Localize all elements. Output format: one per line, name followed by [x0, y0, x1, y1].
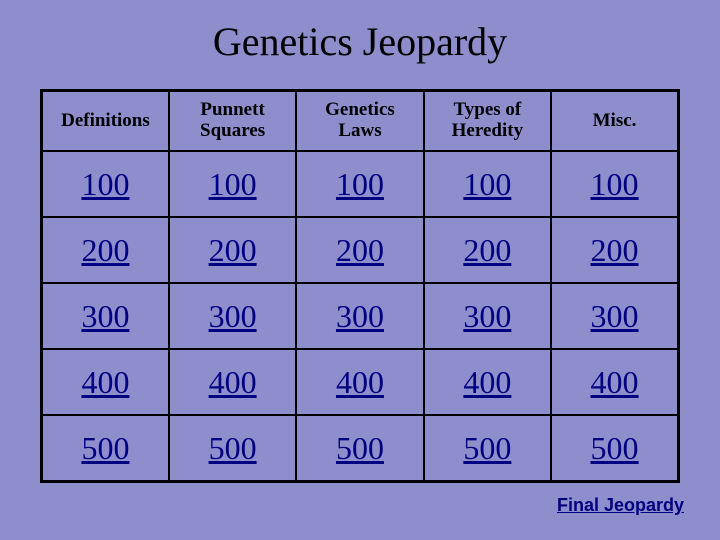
board-cell[interactable]: 300: [424, 283, 551, 349]
cell-value: 200: [81, 232, 129, 268]
category-row: Definitions Punnett Squares Genetics Law…: [42, 91, 679, 152]
cell-value: 100: [336, 166, 384, 202]
cell-value: 200: [463, 232, 511, 268]
board-cell[interactable]: 500: [551, 415, 678, 482]
cell-value: 200: [209, 232, 257, 268]
board-cell[interactable]: 200: [424, 217, 551, 283]
category-header: Definitions: [42, 91, 169, 152]
board-cell[interactable]: 100: [296, 151, 423, 217]
board-cell[interactable]: 100: [424, 151, 551, 217]
slide-container: Genetics Jeopardy Definitions Punnett Sq…: [0, 0, 720, 540]
category-header: Misc.: [551, 91, 678, 152]
board-cell[interactable]: 300: [551, 283, 678, 349]
category-header: Punnett Squares: [169, 91, 296, 152]
board-cell[interactable]: 200: [42, 217, 169, 283]
board-cell[interactable]: 200: [296, 217, 423, 283]
cell-value: 100: [463, 166, 511, 202]
value-row: 200 200 200 200 200: [42, 217, 679, 283]
cell-value: 300: [336, 298, 384, 334]
cell-value: 400: [209, 364, 257, 400]
board-cell[interactable]: 100: [169, 151, 296, 217]
value-row: 100 100 100 100 100: [42, 151, 679, 217]
board-cell[interactable]: 300: [42, 283, 169, 349]
cell-value: 100: [81, 166, 129, 202]
board-cell[interactable]: 100: [42, 151, 169, 217]
cell-value: 400: [81, 364, 129, 400]
cell-value: 300: [463, 298, 511, 334]
cell-value: 300: [81, 298, 129, 334]
board-cell[interactable]: 500: [424, 415, 551, 482]
category-header: Types of Heredity: [424, 91, 551, 152]
cell-value: 500: [463, 430, 511, 466]
board-cell[interactable]: 500: [296, 415, 423, 482]
cell-value: 200: [591, 232, 639, 268]
board-body: 100 100 100 100 100 200 200 200 200 200 …: [42, 151, 679, 482]
board-cell[interactable]: 100: [551, 151, 678, 217]
board-cell[interactable]: 400: [551, 349, 678, 415]
cell-value: 400: [336, 364, 384, 400]
cell-value: 500: [591, 430, 639, 466]
final-jeopardy-link[interactable]: Final Jeopardy: [557, 495, 684, 516]
page-title: Genetics Jeopardy: [0, 18, 720, 65]
board-cell[interactable]: 500: [42, 415, 169, 482]
value-row: 300 300 300 300 300: [42, 283, 679, 349]
cell-value: 100: [591, 166, 639, 202]
board-cell[interactable]: 400: [424, 349, 551, 415]
cell-value: 100: [209, 166, 257, 202]
cell-value: 200: [336, 232, 384, 268]
value-row: 500 500 500 500 500: [42, 415, 679, 482]
cell-value: 500: [336, 430, 384, 466]
cell-value: 300: [591, 298, 639, 334]
cell-value: 500: [209, 430, 257, 466]
board-cell[interactable]: 200: [551, 217, 678, 283]
board-cell[interactable]: 400: [42, 349, 169, 415]
cell-value: 300: [209, 298, 257, 334]
cell-value: 500: [81, 430, 129, 466]
board-cell[interactable]: 300: [169, 283, 296, 349]
jeopardy-board: Definitions Punnett Squares Genetics Law…: [40, 89, 680, 483]
board-cell[interactable]: 400: [296, 349, 423, 415]
cell-value: 400: [463, 364, 511, 400]
board-cell[interactable]: 200: [169, 217, 296, 283]
board-cell[interactable]: 500: [169, 415, 296, 482]
board-cell[interactable]: 300: [296, 283, 423, 349]
board-cell[interactable]: 400: [169, 349, 296, 415]
category-header: Genetics Laws: [296, 91, 423, 152]
cell-value: 400: [591, 364, 639, 400]
value-row: 400 400 400 400 400: [42, 349, 679, 415]
